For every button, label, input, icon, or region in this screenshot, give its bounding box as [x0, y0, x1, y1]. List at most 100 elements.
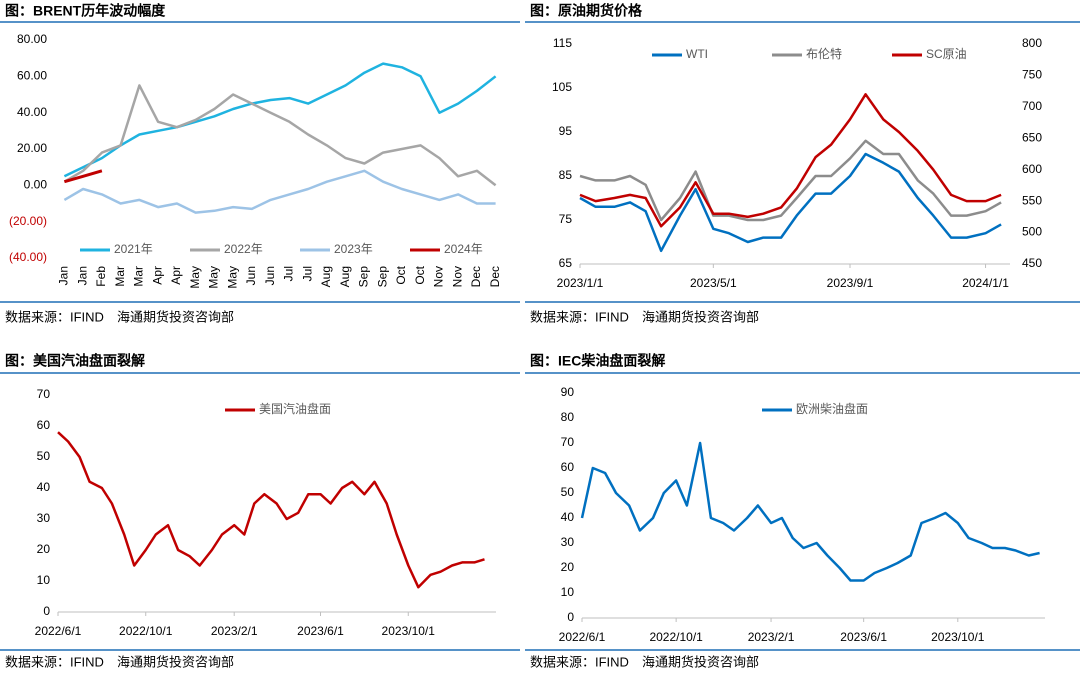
y-tick-label: 20 — [561, 560, 575, 574]
y-tick-label: 105 — [552, 80, 572, 94]
y-tick-label: 30 — [37, 511, 51, 525]
y-tick-label: 60 — [37, 418, 51, 432]
y-tick-label: 40.00 — [17, 105, 47, 119]
y-tick-label: 80 — [561, 410, 575, 424]
x-tick-label: Oct — [413, 265, 427, 284]
x-tick-label: 2022/6/1 — [559, 630, 606, 644]
x-tick-label: Mar — [132, 266, 146, 287]
legend-label: 2023年 — [334, 242, 373, 256]
legend-label: SC原油 — [926, 47, 967, 61]
x-tick-label: Nov — [450, 266, 464, 287]
series-line — [63, 169, 103, 184]
y-tick-label: 60 — [561, 460, 575, 474]
legend-label: 布伦特 — [806, 46, 842, 61]
y2-tick-label: 550 — [1022, 193, 1042, 207]
x-tick-label: 2023/10/1 — [382, 624, 436, 638]
x-tick-label: 2023/10/1 — [931, 630, 985, 644]
y-tick-label: 0 — [567, 610, 574, 624]
y2-tick-label: 650 — [1022, 130, 1042, 144]
y2-tick-label: 450 — [1022, 256, 1042, 270]
series-line — [63, 84, 497, 187]
x-tick-label: 2022/10/1 — [119, 624, 173, 638]
series-line — [579, 139, 1002, 222]
x-tick-label: Jan — [57, 266, 71, 285]
y-tick-label: 0.00 — [24, 178, 48, 192]
source-note: 数据来源：IFIND 海通期货投资咨询部 — [530, 309, 759, 324]
y-tick-label: 60.00 — [17, 69, 47, 83]
x-tick-label: 2023/1/1 — [557, 276, 604, 290]
x-tick-label: Jul — [282, 266, 296, 281]
x-tick-label: Jan — [75, 266, 89, 285]
x-tick-label: May — [225, 266, 239, 289]
y2-tick-label: 800 — [1022, 36, 1042, 50]
legend-label: 2022年 — [224, 242, 263, 256]
y-tick-label: 70 — [37, 387, 51, 401]
y-tick-label: 115 — [553, 36, 572, 50]
y-tick-label: 20 — [37, 542, 51, 556]
chart-title: 图：原油期货价格 — [530, 3, 643, 19]
x-tick-label: Feb — [94, 266, 108, 287]
x-tick-label: 2023/9/1 — [827, 276, 874, 290]
y-tick-label: 10 — [37, 573, 51, 587]
x-tick-label: 2023/5/1 — [690, 276, 737, 290]
series-line — [579, 152, 1002, 253]
x-tick-label: 2022/10/1 — [649, 630, 703, 644]
x-tick-label: Dec — [488, 266, 502, 287]
chart-title: 图：BRENT历年波动幅度 — [5, 3, 166, 19]
x-tick-label: Apr — [150, 266, 164, 285]
x-tick-label: Jun — [244, 266, 258, 285]
y-tick-label: 80.00 — [17, 32, 47, 46]
y-tick-label: 75 — [559, 212, 573, 226]
y2-tick-label: 500 — [1022, 225, 1042, 239]
y2-tick-label: 600 — [1022, 162, 1042, 176]
x-tick-label: 2023/6/1 — [840, 630, 887, 644]
y-tick-label: 90 — [561, 385, 575, 399]
x-tick-label: 2023/2/1 — [748, 630, 795, 644]
y-tick-label: 10 — [561, 585, 575, 599]
y-tick-label: 30 — [561, 535, 575, 549]
y-tick-label: 40 — [37, 480, 51, 494]
series-line — [63, 62, 497, 178]
series-line — [63, 169, 496, 214]
source-note: 数据来源：IFIND 海通期货投资咨询部 — [5, 654, 234, 669]
series-line — [580, 441, 1040, 582]
source-note: 数据来源：IFIND 海通期货投资咨询部 — [5, 309, 234, 324]
x-tick-label: Sep — [357, 266, 371, 288]
x-tick-label: Aug — [338, 266, 352, 287]
x-tick-label: May — [188, 266, 202, 289]
x-tick-label: Oct — [394, 265, 408, 284]
legend-label: 美国汽油盘面 — [259, 401, 331, 416]
y2-tick-label: 700 — [1022, 99, 1042, 113]
x-tick-label: Nov — [432, 266, 446, 287]
x-tick-label: Jun — [263, 266, 277, 285]
y-tick-label: 0 — [43, 604, 50, 618]
x-tick-label: Aug — [319, 266, 333, 287]
y2-tick-label: 750 — [1022, 68, 1042, 82]
legend-label: 2021年 — [114, 242, 153, 256]
y-tick-label: 95 — [559, 124, 573, 138]
legend-label: 2024年 — [444, 242, 483, 256]
series-line — [579, 93, 1002, 228]
y-tick-label: 50 — [37, 449, 51, 463]
x-tick-label: 2022/6/1 — [35, 624, 82, 638]
y-tick-label: 65 — [559, 256, 573, 270]
x-tick-label: Apr — [169, 266, 183, 285]
series-line — [57, 431, 485, 589]
y-tick-label: (40.00) — [9, 250, 47, 264]
legend-label: 欧洲柴油盘面 — [796, 401, 868, 416]
y-tick-label: 40 — [561, 510, 575, 524]
x-tick-label: 2024/1/1 — [962, 276, 1009, 290]
y-tick-label: 85 — [559, 168, 573, 182]
x-tick-label: 2023/2/1 — [211, 624, 258, 638]
x-tick-label: May — [207, 266, 221, 289]
chart-title: 图：IEC柴油盘面裂解 — [530, 353, 665, 369]
x-tick-label: Dec — [469, 266, 483, 287]
x-tick-label: Mar — [113, 266, 127, 287]
legend-label: WTI — [686, 47, 708, 61]
y-tick-label: 70 — [561, 435, 575, 449]
x-tick-label: Sep — [375, 266, 389, 288]
y-tick-label: (20.00) — [9, 214, 47, 228]
y-tick-label: 50 — [561, 485, 575, 499]
x-tick-label: 2023/6/1 — [297, 624, 344, 638]
